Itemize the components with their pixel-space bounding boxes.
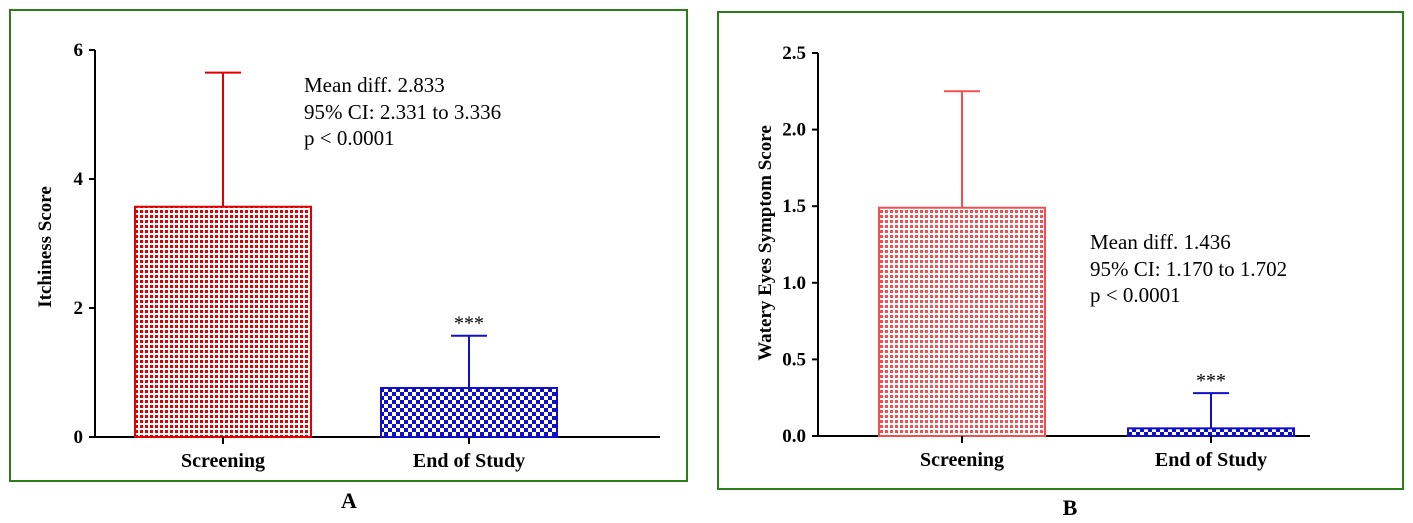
- panel-a-annotation-line-1: Mean diff. 2.833: [304, 73, 445, 97]
- panel-a-ylabel: Itchiness Score: [35, 186, 56, 308]
- panel-b-ytick-label-5: 2.5: [782, 43, 806, 64]
- panel-b-ytick-label-4: 2.0: [782, 120, 806, 141]
- panel-b-ytick-label-1: 0.5: [782, 349, 806, 370]
- panel-b-significance-1: ***: [1196, 370, 1226, 392]
- panel-a-category-label-1: End of Study: [413, 450, 525, 472]
- panel-b-bar-screening: [878, 206, 1046, 437]
- panel-a-ytick-label-0: 0: [74, 427, 84, 448]
- panel-b-category-label-0: Screening: [920, 449, 1004, 471]
- panel-b-ytick-label-2: 1.0: [782, 273, 806, 294]
- panel-b-annotation-line-3: p < 0.0001: [1090, 283, 1181, 307]
- panel-a-significance-1: ***: [454, 313, 484, 335]
- panel-b-ylabel: Watery Eyes Symptom Score: [755, 125, 776, 361]
- panel-a-ytick-label-2: 4: [74, 169, 84, 190]
- panel-a-letter: A: [341, 488, 357, 513]
- panel-b-category-label-1: End of Study: [1155, 449, 1267, 471]
- panel-a-bar-end-of-study: [380, 386, 558, 439]
- panel-b-letter: B: [1063, 495, 1078, 520]
- panel-a-bar-screening: [134, 205, 312, 438]
- panel-b-ytick-label-3: 1.5: [782, 196, 806, 217]
- panel-a-annotation-line-3: p < 0.0001: [304, 126, 395, 150]
- panel-b: 0.0 0.5 1.0 1.5 2.0 2.5 Screening End of Study *…: [717, 11, 1404, 520]
- panel-a-annotation-line-2: 95% CI: 2.331 to 3.336: [304, 100, 501, 124]
- panel-b-frame: [717, 11, 1404, 490]
- panel-a-ytick-label-1: 2: [74, 298, 84, 319]
- panel-b-ytick-label-0: 0.0: [782, 426, 806, 447]
- panel-a: 0 2 4 6 Screening End of Study *** Itchiness S…: [9, 9, 688, 513]
- panel-b-plot: 0.0 0.5 1.0 1.5 2.0 2.5 Screening End of Study *…: [782, 43, 1310, 471]
- panel-a-category-label-0: Screening: [181, 450, 265, 472]
- panel-b-annotation-line-2: 95% CI: 1.170 to 1.702: [1090, 257, 1287, 281]
- panel-a-frame: [9, 9, 688, 482]
- panel-a-plot: 0 2 4 6 Screening End of Study ***: [74, 40, 660, 472]
- panel-b-bar-end-of-study: [1127, 427, 1295, 437]
- panel-a-ytick-label-3: 6: [74, 40, 84, 61]
- panel-b-annotation-line-1: Mean diff. 1.436: [1090, 230, 1231, 254]
